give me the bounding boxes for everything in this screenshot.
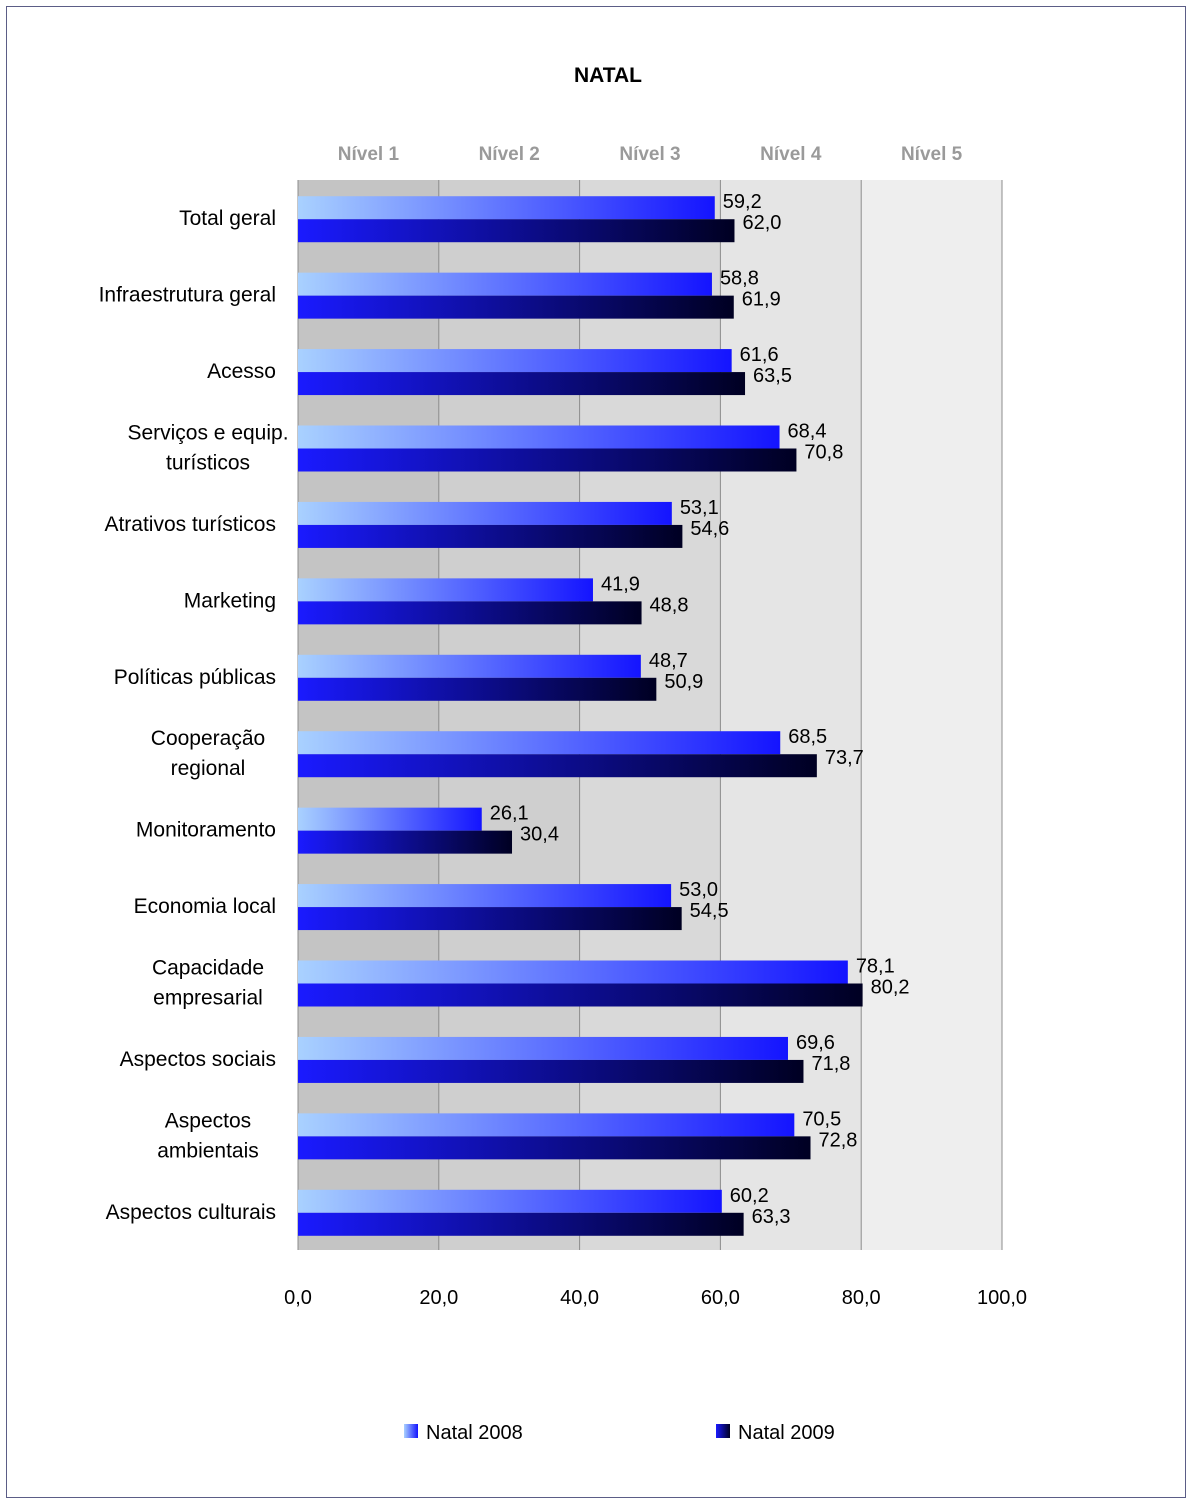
- legend-swatch: [716, 1424, 730, 1438]
- category-label: Aspectos sociais: [120, 1048, 276, 1071]
- bar: [298, 295, 734, 319]
- data-label: 80,2: [871, 977, 910, 999]
- legend-label: Natal 2008: [426, 1422, 523, 1444]
- category-label: Total geral: [179, 207, 276, 230]
- bar: [298, 1136, 811, 1160]
- category-label: Economia local: [134, 895, 276, 918]
- data-label: 61,6: [740, 344, 779, 366]
- bar: [298, 907, 682, 931]
- x-axis-ticks: 0,0 20,0 40,0 60,0 80,0 100,0: [284, 1287, 1027, 1309]
- data-label: 69,6: [796, 1032, 835, 1054]
- level-labels: Nível 1 Nível 2 Nível 3 Nível 4 Nível 5: [338, 144, 963, 165]
- x-tick-label: 0,0: [284, 1287, 312, 1309]
- level-bands: [297, 180, 1003, 1250]
- bar: [298, 219, 735, 243]
- bar: [298, 731, 781, 755]
- bars: 59,262,0 58,861,9 61,663,5 68,470,8 53,154,6…: [298, 191, 910, 1236]
- data-label: 78,1: [856, 956, 895, 978]
- data-label: 68,4: [788, 421, 827, 443]
- bar: [298, 196, 715, 220]
- bar: [298, 1113, 795, 1137]
- bar: [298, 754, 817, 778]
- bar: [298, 448, 797, 472]
- chart-title: NATAL: [574, 64, 642, 87]
- data-label: 59,2: [723, 191, 762, 213]
- bar: [298, 272, 712, 296]
- category-label: Aspectos ambientais: [157, 1109, 259, 1162]
- data-label: 68,5: [788, 726, 827, 748]
- bar: [298, 677, 657, 701]
- data-label: 71,8: [811, 1053, 850, 1075]
- level-band: [579, 180, 721, 1250]
- legend: Natal 2008 Natal 2009: [404, 1422, 835, 1444]
- bar: [298, 372, 746, 396]
- data-label: 73,7: [825, 747, 864, 769]
- data-label: 53,1: [680, 497, 719, 519]
- level-label: Nível 2: [479, 144, 540, 165]
- category-label: Infraestrutura geral: [99, 284, 276, 307]
- level-band: [438, 180, 580, 1250]
- legend-swatch: [404, 1424, 418, 1438]
- category-label: Serviços e equip. turísticos: [127, 422, 288, 475]
- data-label: 58,8: [720, 268, 759, 290]
- bar: [298, 830, 513, 854]
- level-label: Nível 1: [338, 144, 400, 165]
- data-label: 30,4: [520, 824, 559, 846]
- category-label: Capacidade empresarial: [152, 957, 264, 1010]
- bar: [298, 578, 593, 602]
- data-label: 41,9: [601, 573, 640, 595]
- bar: [298, 807, 482, 831]
- bar: [298, 349, 732, 373]
- level-band: [720, 180, 862, 1250]
- data-label: 70,5: [802, 1108, 841, 1130]
- category-labels: Total geral Infraestrutura geral Acesso Ser…: [99, 207, 289, 1224]
- level-label: Nível 3: [619, 144, 680, 165]
- data-label: 50,9: [664, 671, 703, 693]
- bar: [298, 524, 683, 548]
- bar: [298, 1189, 722, 1213]
- bar: [298, 654, 641, 678]
- legend-label: Natal 2009: [738, 1422, 835, 1444]
- x-tick-label: 40,0: [560, 1287, 599, 1309]
- bar: [298, 884, 672, 908]
- data-label: 63,5: [753, 365, 792, 387]
- level-label: Nível 5: [901, 144, 963, 165]
- data-label: 63,3: [752, 1206, 791, 1228]
- category-label: Atrativos turísticos: [104, 513, 276, 536]
- category-label: Cooperação regional: [151, 727, 265, 780]
- bar: [298, 1212, 744, 1236]
- chart-frame: [6, 6, 1186, 1498]
- bar: [298, 1036, 788, 1060]
- data-label: 62,0: [742, 212, 781, 234]
- data-label: 48,8: [650, 594, 689, 616]
- category-label: Monitoramento: [136, 819, 276, 842]
- data-label: 26,1: [490, 803, 529, 825]
- data-label: 72,8: [819, 1129, 858, 1151]
- data-label: 60,2: [730, 1185, 769, 1207]
- bar: [298, 960, 848, 984]
- category-label: Marketing: [184, 589, 276, 612]
- category-label: Acesso: [207, 360, 276, 383]
- x-tick-label: 60,0: [701, 1287, 740, 1309]
- data-label: 70,8: [804, 442, 843, 464]
- data-label: 54,5: [690, 900, 729, 922]
- category-label: Políticas públicas: [114, 666, 276, 689]
- x-tick-label: 80,0: [842, 1287, 881, 1309]
- level-band: [298, 180, 439, 1250]
- level-label: Nível 4: [760, 144, 822, 165]
- bar: [298, 425, 780, 449]
- data-label: 48,7: [649, 650, 688, 672]
- x-tick-label: 100,0: [977, 1287, 1027, 1309]
- bar: [298, 983, 863, 1007]
- bar: [298, 501, 672, 525]
- data-label: 53,0: [679, 879, 718, 901]
- data-label: 61,9: [742, 289, 781, 311]
- category-label: Aspectos culturais: [106, 1201, 276, 1224]
- bar: [298, 1059, 804, 1083]
- level-band: [861, 180, 1002, 1250]
- bar: [298, 601, 642, 625]
- data-label: 54,6: [690, 518, 729, 540]
- x-tick-label: 20,0: [419, 1287, 458, 1309]
